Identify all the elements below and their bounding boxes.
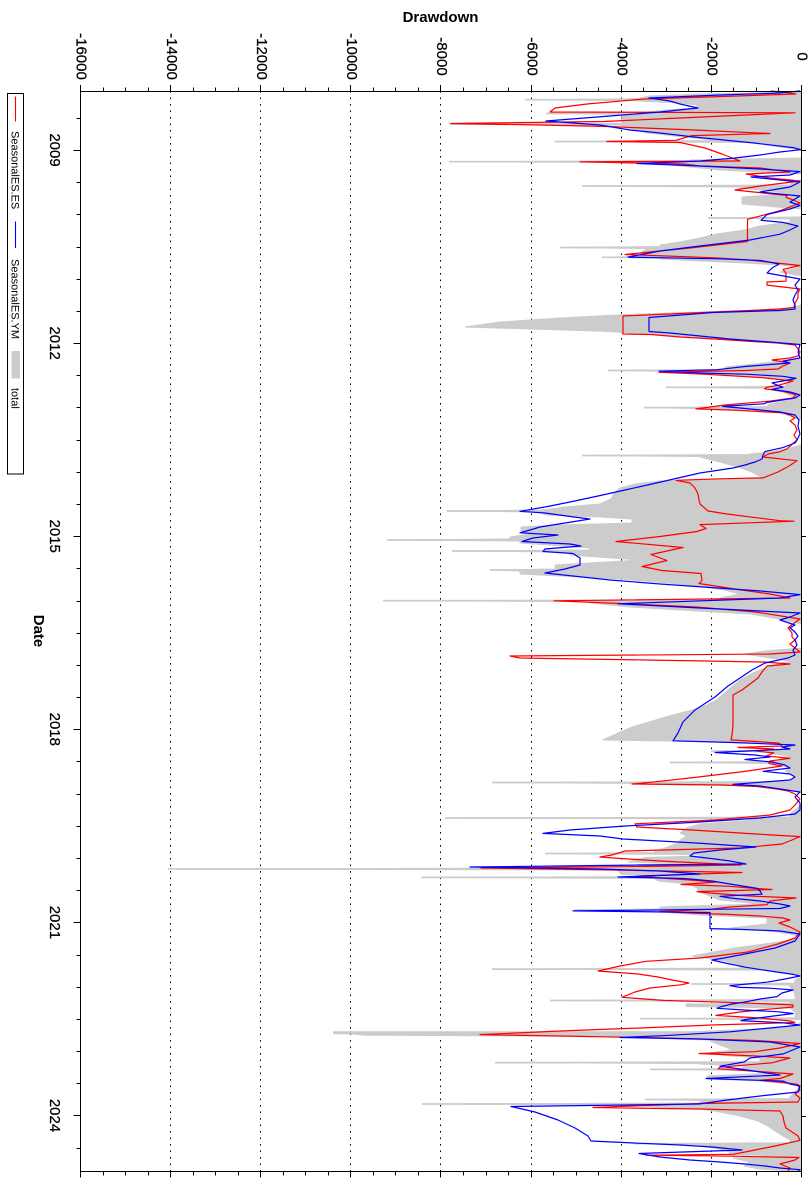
svg-text:2015: 2015 <box>46 520 63 553</box>
svg-text:-2000: -2000 <box>704 37 721 75</box>
svg-text:-16000: -16000 <box>73 33 90 80</box>
svg-text:SeasonalES.ES: SeasonalES.ES <box>9 131 21 209</box>
svg-text:-6000: -6000 <box>523 37 540 75</box>
svg-text:2012: 2012 <box>46 326 63 359</box>
svg-text:-4000: -4000 <box>614 37 631 75</box>
svg-text:2009: 2009 <box>46 133 63 166</box>
svg-text:2024: 2024 <box>46 1099 63 1132</box>
svg-text:0: 0 <box>794 52 811 60</box>
svg-text:-14000: -14000 <box>163 33 180 80</box>
svg-text:2018: 2018 <box>46 713 63 746</box>
svg-text:2021: 2021 <box>46 906 63 939</box>
svg-text:-12000: -12000 <box>253 33 270 80</box>
svg-text:SeasonalES.YM: SeasonalES.YM <box>9 259 21 339</box>
svg-text:-10000: -10000 <box>343 33 360 80</box>
svg-text:Date: Date <box>30 615 47 648</box>
svg-text:Drawdown: Drawdown <box>403 9 479 26</box>
svg-text:-8000: -8000 <box>433 37 450 75</box>
svg-text:total: total <box>9 388 21 409</box>
